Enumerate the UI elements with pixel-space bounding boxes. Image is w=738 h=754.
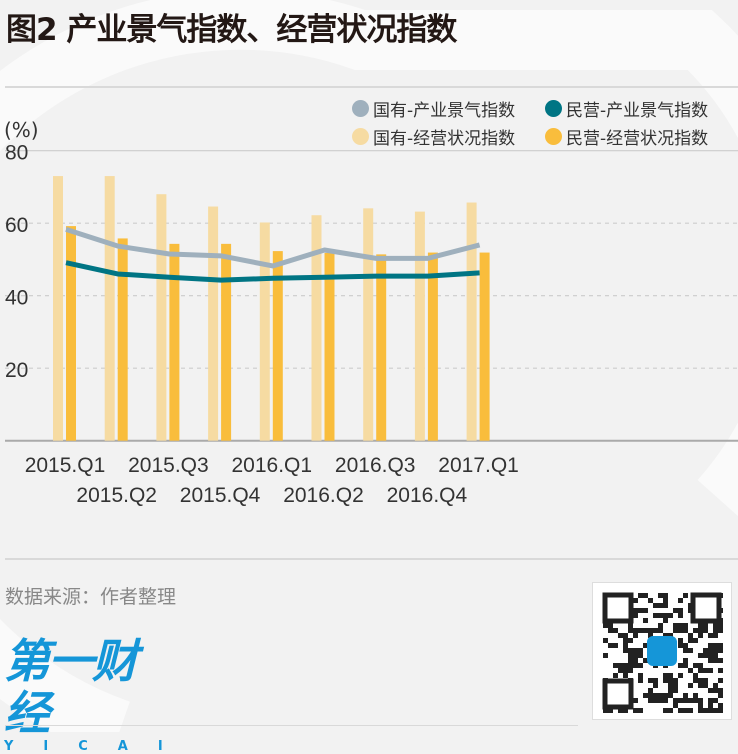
x-tick-label: 2016.Q2 bbox=[283, 484, 364, 507]
legend-swatch-icon bbox=[352, 128, 369, 145]
bar bbox=[466, 202, 477, 441]
bar bbox=[53, 176, 63, 441]
bar bbox=[363, 208, 374, 441]
chart: 20 40 60 80 2015.Q1 2015.Q2 2015.Q3 2015.Q4 2016… bbox=[0, 0, 738, 732]
legend-label: 民营-经营状况指数 bbox=[566, 129, 709, 149]
logo-subtext: YICAI bbox=[4, 739, 193, 754]
series-line bbox=[65, 226, 481, 269]
qr-code bbox=[592, 582, 732, 720]
bar bbox=[324, 252, 335, 441]
legend-label: 国有-产业景气指数 bbox=[373, 101, 516, 121]
bar bbox=[479, 252, 490, 441]
x-tick-label: 2015.Q1 bbox=[25, 454, 106, 477]
qr-logo-icon bbox=[647, 636, 677, 666]
divider bbox=[5, 725, 578, 726]
x-tick-label: 2015.Q4 bbox=[180, 484, 261, 507]
divider bbox=[5, 558, 738, 560]
y-tick-label: 80 bbox=[5, 142, 28, 165]
y-tick-label: 60 bbox=[5, 214, 28, 237]
y-tick-label: 40 bbox=[5, 287, 28, 310]
legend-label: 国有-经营状况指数 bbox=[373, 129, 516, 149]
source-note: 数据来源：作者整理 bbox=[5, 586, 177, 608]
yicai-logo: 第一财经 YICAI bbox=[4, 634, 193, 754]
x-tick-label: 2016.Q3 bbox=[335, 454, 416, 477]
bar bbox=[117, 238, 128, 441]
legend-item: 国有-产业景气指数 bbox=[352, 96, 515, 121]
bar bbox=[259, 222, 270, 441]
x-tick-label: 2015.Q2 bbox=[76, 484, 157, 507]
bar bbox=[414, 211, 425, 441]
series-line bbox=[65, 260, 480, 283]
logo-text: 第一财经 bbox=[4, 634, 138, 740]
legend-item: 民营-产业景气指数 bbox=[545, 96, 708, 121]
divider bbox=[5, 86, 738, 88]
watermark bbox=[0, 0, 738, 732]
bar bbox=[156, 194, 167, 441]
bar bbox=[221, 243, 232, 441]
bar bbox=[66, 226, 76, 441]
bar bbox=[376, 254, 387, 441]
x-tick-label: 2017.Q1 bbox=[438, 454, 519, 477]
legend-item: 民营-经营状况指数 bbox=[545, 124, 708, 149]
x-tick-label: 2016.Q1 bbox=[232, 454, 313, 477]
legend-label: 民营-产业景气指数 bbox=[566, 101, 709, 121]
bar bbox=[169, 243, 180, 441]
x-tick-label: 2015.Q3 bbox=[128, 454, 209, 477]
bar bbox=[104, 176, 115, 441]
bar bbox=[427, 252, 438, 441]
legend-swatch-icon bbox=[352, 100, 369, 117]
legend-swatch-icon bbox=[545, 128, 562, 145]
y-tick-label: 20 bbox=[5, 359, 28, 382]
bar bbox=[311, 215, 322, 441]
legend-swatch-icon bbox=[545, 100, 562, 117]
bar bbox=[272, 251, 283, 441]
bar bbox=[208, 206, 219, 441]
y-axis-unit: (%) bbox=[4, 118, 39, 142]
legend-item: 国有-经营状况指数 bbox=[352, 124, 515, 149]
x-tick-label: 2016.Q4 bbox=[387, 484, 468, 507]
page-title: 图2 产业景气指数、经营状况指数 bbox=[6, 12, 457, 48]
